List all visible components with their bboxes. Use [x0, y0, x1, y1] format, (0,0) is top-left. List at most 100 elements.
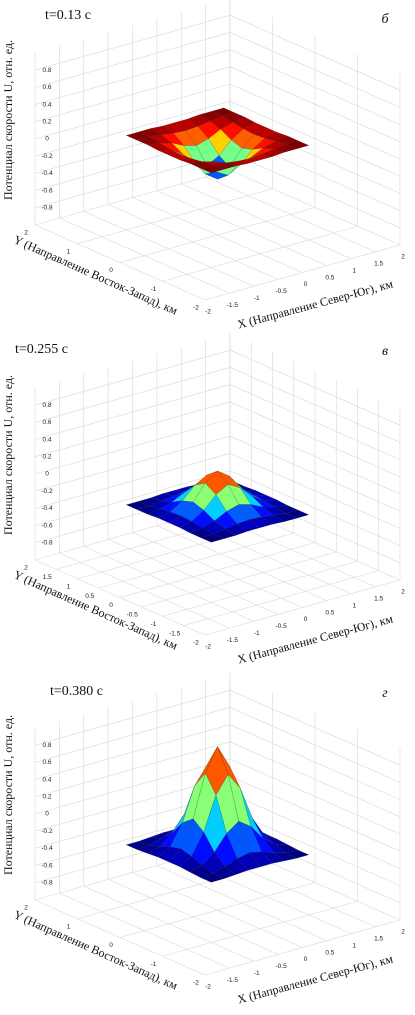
grid-line — [183, 570, 379, 626]
x-tick-label: 0 — [304, 956, 308, 963]
y-tick-label: -1 — [151, 961, 157, 968]
y-tick-label: 2 — [24, 565, 28, 572]
x-tick-label: 0 — [304, 281, 308, 288]
x-tick-label: -1 — [254, 970, 260, 977]
x-tick-label: -2 — [205, 984, 211, 991]
x-tick-label: 2 — [401, 254, 405, 261]
x-tick-label: -1.5 — [227, 302, 239, 309]
grid-line — [229, 32, 401, 108]
y-tick-label: -2 — [193, 305, 199, 312]
y-tick-label: 0 — [109, 267, 113, 274]
y-tick-label: 0 — [109, 942, 113, 949]
grid-line — [229, 66, 401, 143]
x-tick-label: -1 — [254, 295, 260, 302]
grid-line — [229, 367, 401, 443]
grid-line — [229, 689, 401, 766]
y-tick-label: -1 — [151, 286, 157, 293]
grid-line — [162, 560, 358, 617]
z-tick-label: 0.2 — [42, 454, 51, 461]
grid-line — [229, 741, 401, 818]
grid-line — [204, 579, 401, 636]
x-tick-label: -0.5 — [276, 963, 288, 970]
grid-line — [34, 100, 231, 157]
z-tick-label: -0.2 — [41, 488, 53, 495]
y-tick-label: 2 — [24, 905, 28, 912]
grid-line — [34, 169, 231, 226]
panel-label: в — [382, 344, 388, 359]
z-axis-label: Потенциал скорости U, отн. ед. — [1, 375, 15, 535]
x-tick-label: -1 — [254, 630, 260, 637]
z-tick-label: 0.4 — [42, 776, 51, 783]
grid-line — [162, 225, 358, 282]
x-tick-label: 0.5 — [325, 274, 334, 281]
x-tick-label: -1.5 — [227, 637, 239, 644]
y-tick-label: 2 — [24, 230, 28, 237]
grid-line — [229, 100, 401, 177]
grid-line — [34, 707, 231, 763]
grid-line — [119, 542, 316, 598]
z-tick-label: 0.6 — [42, 419, 51, 426]
x-tick-label: 1.5 — [374, 261, 383, 268]
x-tick-label: 0 — [304, 616, 308, 623]
x-tick-label: -2 — [205, 644, 211, 651]
z-tick-label: 0 — [45, 471, 49, 478]
z-tick-label: -0.6 — [41, 522, 53, 529]
y-tick-label: -2 — [193, 980, 199, 987]
z-axis-label: Потенциал скорости U, отн. ед. — [1, 40, 15, 200]
grid-line — [34, 470, 231, 526]
grid-line — [34, 66, 231, 123]
grid-line — [141, 551, 337, 608]
grid-line — [229, 435, 401, 512]
panel-title: t=0.255 с — [15, 342, 68, 357]
z-tick-label: -0.2 — [41, 828, 53, 835]
grid-line — [34, 724, 231, 780]
grid-line — [34, 49, 231, 105]
y-tick-label: -2 — [193, 640, 199, 647]
grid-line — [229, 758, 401, 835]
panel-label: б — [381, 12, 389, 27]
grid-line — [229, 14, 401, 91]
z-tick-label: 0.8 — [42, 67, 51, 74]
x-tick-label: 1 — [352, 267, 356, 274]
x-tick-label: 2 — [401, 589, 405, 596]
x-tick-label: 1.5 — [374, 936, 383, 943]
x-tick-label: -1.5 — [227, 977, 239, 984]
x-tick-label: 0.5 — [325, 949, 334, 956]
z-tick-label: 0.2 — [42, 794, 51, 801]
y-tick-label: 1.5 — [43, 574, 52, 581]
grid-line — [229, 810, 401, 886]
grid-line — [34, 349, 231, 406]
grid-line — [34, 367, 231, 423]
z-tick-label: -0.8 — [41, 205, 53, 212]
grid-line — [34, 435, 231, 492]
x-tick-label: 1 — [352, 942, 356, 949]
x-tick-label: 2 — [401, 929, 405, 936]
grid-line — [229, 152, 401, 229]
z-tick-label: -0.8 — [41, 540, 53, 547]
y-tick-label: 1 — [67, 248, 71, 255]
grid-line — [229, 418, 401, 495]
y-tick-label: 0.5 — [85, 593, 94, 600]
z-tick-label: -0.4 — [41, 845, 53, 852]
z-tick-label: -0.4 — [41, 170, 53, 177]
y-axis-label: Y (Направление Восток-Запад), км — [12, 907, 180, 992]
x-tick-label: -2 — [205, 309, 211, 316]
y-tick-label: 1 — [67, 923, 71, 930]
grid-line — [34, 32, 231, 88]
grid-line — [229, 49, 401, 125]
grid-line — [98, 532, 294, 589]
grid-line — [229, 793, 401, 869]
z-tick-label: 0.6 — [42, 759, 51, 766]
grid-line — [229, 349, 401, 426]
y-axis-label: Y (Направление Восток-Запад), км — [12, 567, 180, 652]
y-tick-label: 1 — [67, 583, 71, 590]
x-tick-label: 1 — [352, 602, 356, 609]
z-tick-label: -0.6 — [41, 187, 53, 194]
panel-label: г — [382, 686, 388, 701]
z-tick-label: 0.2 — [42, 119, 51, 126]
grid-line — [34, 758, 231, 815]
grid-line — [229, 83, 401, 160]
surface-patch — [200, 873, 224, 883]
panel-title: t=0.380 с — [50, 684, 103, 699]
z-tick-label: -0.4 — [41, 505, 53, 512]
